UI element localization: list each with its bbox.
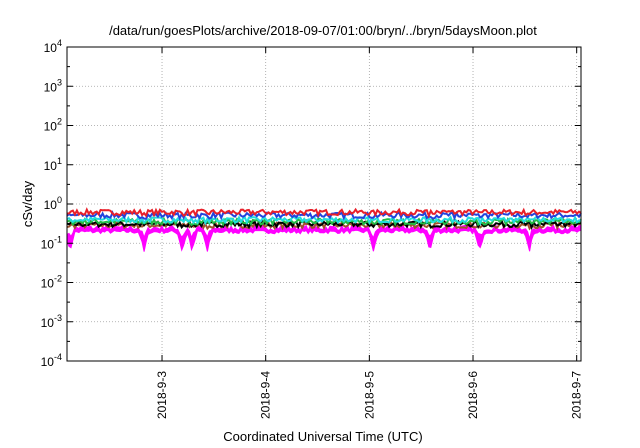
y-tick-label: 100 xyxy=(44,195,62,212)
series-layer xyxy=(66,207,582,252)
x-tick-label: 2018-9-4 xyxy=(259,371,273,419)
y-tick-label: 104 xyxy=(44,38,62,55)
chart-title: /data/run/goesPlots/archive/2018-09-07/0… xyxy=(109,23,537,38)
y-tick-label: 101 xyxy=(44,156,62,173)
x-tick-label: 2018-9-5 xyxy=(362,371,376,419)
plot-frame xyxy=(66,46,582,362)
y-axis: 10-4 10-3 10-2 10-1 100 101 102 103 104 xyxy=(41,38,581,369)
y-tick-label: 10-2 xyxy=(41,274,62,291)
x-axis-label: Coordinated Universal Time (UTC) xyxy=(223,429,422,444)
y-tick-label: 102 xyxy=(44,117,62,134)
y-tick-label: 10-4 xyxy=(41,352,62,369)
x-axis: 2018-9-3 2018-9-4 2018-9-5 2018-9-6 2018-9-7 xyxy=(155,47,584,419)
series-line xyxy=(66,214,582,227)
y-tick-label: 103 xyxy=(44,77,62,94)
series-line xyxy=(66,220,582,231)
series-line xyxy=(67,207,582,219)
y-tick-label: 10-3 xyxy=(41,313,62,330)
x-tick-label: 2018-9-3 xyxy=(155,371,169,419)
grid xyxy=(67,47,581,361)
y-tick-label: 10-1 xyxy=(41,234,62,251)
x-tick-label: 2018-9-7 xyxy=(570,371,584,419)
x-tick-label: 2018-9-6 xyxy=(466,371,480,419)
y-axis-label: cSv/day xyxy=(20,180,35,227)
